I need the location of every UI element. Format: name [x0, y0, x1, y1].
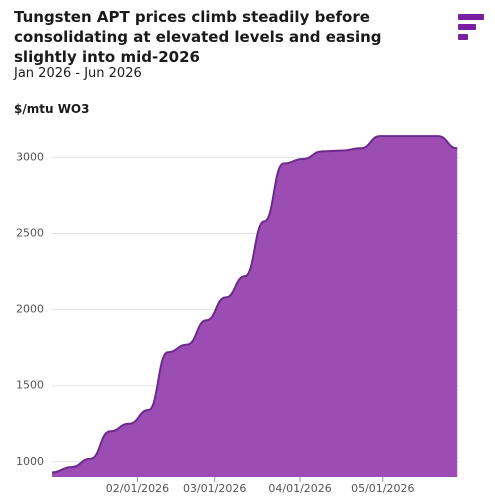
- x-tick-label: 03/01/2026: [183, 482, 246, 495]
- chart-subtitle: Jan 2026 - Jun 2026: [14, 66, 142, 81]
- y-tick-label: 1000: [16, 455, 44, 468]
- y-axis-label: $/mtu WO3: [14, 102, 90, 116]
- y-tick-label: 2000: [16, 303, 44, 316]
- x-tick-label: 05/01/2026: [351, 482, 414, 495]
- y-tick-label: 2500: [16, 227, 44, 240]
- area: [52, 136, 458, 477]
- y-tick-label: 3000: [16, 150, 44, 163]
- x-tick-label: 04/01/2026: [268, 482, 331, 495]
- chart-title: Tungsten APT prices climb steadily befor…: [14, 8, 382, 66]
- line: [51, 135, 458, 474]
- x-tick-label: 02/01/2026: [106, 482, 169, 495]
- y-tick-label: 1500: [16, 379, 44, 392]
- logo: [458, 14, 484, 40]
